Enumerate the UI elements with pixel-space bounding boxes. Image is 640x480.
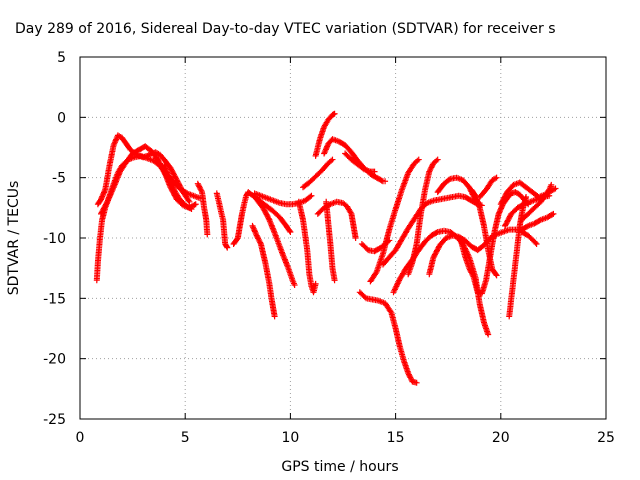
x-tick-label: 10 [281,430,299,446]
series-arc-20 [367,156,422,285]
y-axis-label: SDTVAR / TECUs [6,181,22,296]
x-tick-label: 5 [181,430,190,446]
x-tick-label: 15 [387,430,405,446]
series-arc-19 [356,289,420,386]
y-tick-label: 5 [57,50,66,66]
grid-lines [80,57,606,419]
series-arc-26 [457,189,532,297]
series-arc-32 [518,181,555,223]
x-tick-label: 0 [76,430,85,446]
series-arc-31 [506,193,530,320]
x-tick-label: 25 [597,430,615,446]
series-arc-21 [380,192,485,268]
data-marks [93,110,559,386]
series-arc-17 [342,150,378,175]
x-axis-label: GPS time / hours [281,459,398,475]
series-arc-33 [518,229,540,248]
series-arc-6 [213,190,231,251]
series-arc-13 [312,110,338,159]
series-arc-28 [476,174,500,200]
y-tick-label: -10 [43,231,66,247]
y-axis-ticks: -25 -20 -15 -10 -5 0 5 [43,50,606,428]
series-arc-11 [295,198,319,296]
y-tick-label: -20 [43,352,66,368]
series-arc-12 [300,156,336,191]
x-tick-label: 20 [492,430,510,446]
y-tick-label: -5 [52,171,66,187]
y-tick-label: -15 [43,291,66,307]
series-arc-2 [94,132,193,208]
y-tick-label: -25 [43,412,66,428]
series-arc-9 [253,196,298,289]
x-axis-ticks: 0 5 10 15 20 25 [76,57,615,446]
series-arc-8 [249,222,278,320]
series-arc-16 [323,198,338,284]
y-tick-label: 0 [57,110,66,126]
chart-title: Day 289 of 2016, Sidereal Day-to-day VTE… [15,21,556,37]
series-arc-7 [230,189,294,247]
series-arc-5 [194,180,211,238]
series-arc-4 [161,162,203,202]
series-arc-27 [468,186,500,279]
